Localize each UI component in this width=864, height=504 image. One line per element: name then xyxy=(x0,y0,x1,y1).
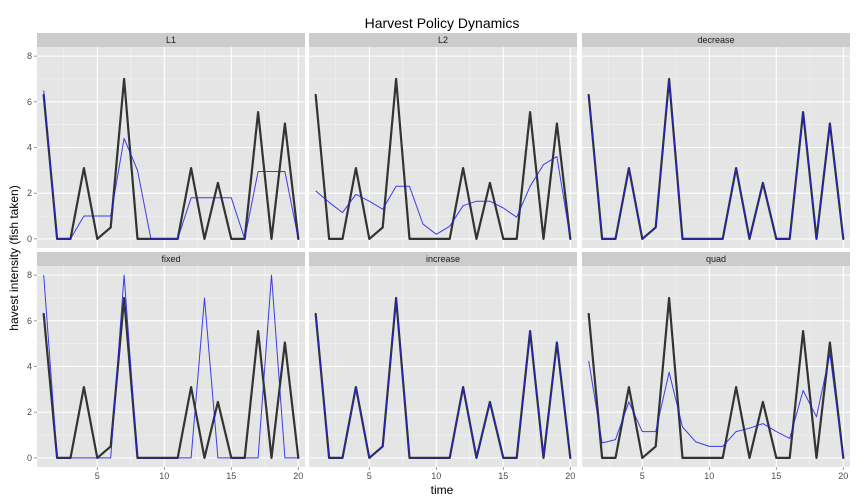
policy-series-line-L2 xyxy=(315,156,571,239)
policy-series-line-increase xyxy=(315,297,571,459)
y-tick-label: 2 xyxy=(27,407,32,417)
x-tick-label: 15 xyxy=(226,471,236,481)
facet-strip xyxy=(582,252,850,266)
facet-panel-L1: L1 0 2 4 6 8 xyxy=(27,33,305,248)
x-tick-label: 20 xyxy=(293,471,303,481)
x-tick-label: 10 xyxy=(159,471,169,481)
facet-strip xyxy=(309,252,577,266)
y-tick-label: 4 xyxy=(27,143,32,153)
x-axis-title: time xyxy=(431,483,454,497)
y-axis-title: havest intensity (fish taken) xyxy=(7,185,21,330)
reference-series-line xyxy=(314,77,572,240)
y-tick-label: 8 xyxy=(27,51,32,61)
facet-strip-label: quad xyxy=(706,254,726,264)
facet-panel-quad: quad 5 10 15 20 xyxy=(582,252,850,481)
facet-strip-label: L1 xyxy=(166,35,176,45)
y-tick-label: 4 xyxy=(27,362,32,372)
facet-strip-label: increase xyxy=(426,254,460,264)
facet-strip-label: L2 xyxy=(438,35,448,45)
facet-strip xyxy=(582,33,850,47)
policy-series-line-L1 xyxy=(43,90,299,240)
facet-strip xyxy=(37,33,305,47)
facet-panel-increase: increase 5 10 15 20 xyxy=(309,252,577,481)
x-tick-label: 15 xyxy=(771,471,781,481)
x-tick-label: 5 xyxy=(640,471,645,481)
x-tick-label: 10 xyxy=(431,471,441,481)
facet-strip xyxy=(309,33,577,47)
x-tick-label: 5 xyxy=(367,471,372,481)
facet-strip-label: fixed xyxy=(161,254,180,264)
facet-panel-L2: L2 xyxy=(309,33,577,248)
x-tick-label: 5 xyxy=(95,471,100,481)
y-tick-label: 8 xyxy=(27,270,32,280)
facet-strip xyxy=(37,252,305,266)
policy-series-line-quad xyxy=(588,353,844,458)
y-tick-label: 0 xyxy=(27,234,32,244)
x-tick-label: 10 xyxy=(704,471,714,481)
facet-panel-fixed: fixed 0 2 4 6 8 5 10 15 20 xyxy=(27,252,305,481)
facet-strip-label: decrease xyxy=(697,35,734,45)
policy-series-line-decrease xyxy=(588,78,844,240)
x-tick-label: 20 xyxy=(838,471,848,481)
y-tick-label: 6 xyxy=(27,97,32,107)
x-tick-label: 15 xyxy=(498,471,508,481)
y-tick-label: 6 xyxy=(27,316,32,326)
y-tick-label: 0 xyxy=(27,453,32,463)
x-tick-label: 20 xyxy=(565,471,575,481)
reference-series-line xyxy=(587,296,845,459)
facet-panel-decrease: decrease xyxy=(582,33,850,248)
policy-series-line-fixed xyxy=(43,274,299,459)
y-tick-label: 2 xyxy=(27,188,32,198)
chart-title: Harvest Policy Dynamics xyxy=(365,15,520,31)
